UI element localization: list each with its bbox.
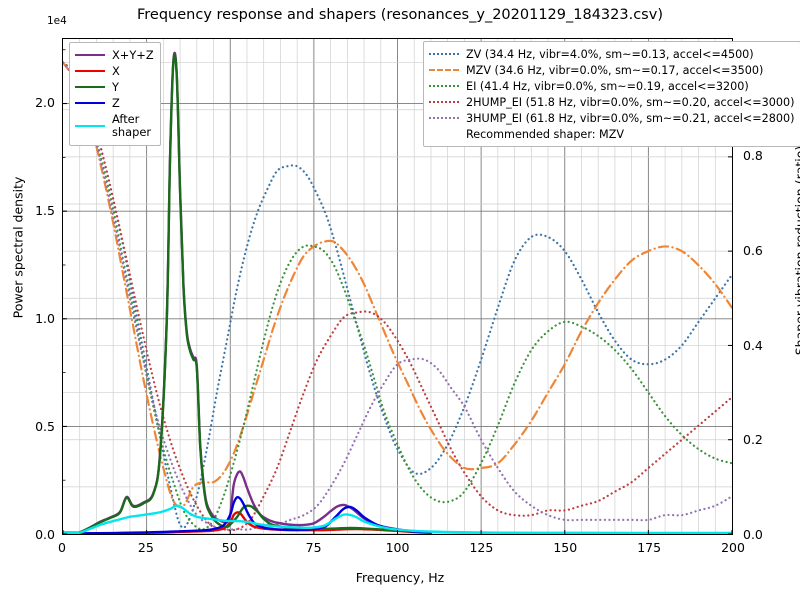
legend-item-z: Z xyxy=(75,95,154,111)
y-tick-label-right: 0.0 xyxy=(743,527,763,542)
legend-swatch-icon xyxy=(429,80,459,92)
legend-label: MZV (34.6 Hz, vibr=0.0%, sm~=0.17, accel… xyxy=(466,63,764,77)
legend-swatch-icon xyxy=(429,96,459,108)
y-tick-label-left: 1.5 xyxy=(35,202,55,218)
legend-label: 2HUMP_EI (51.8 Hz, vibr=0.0%, sm~=0.20, … xyxy=(466,95,795,109)
y-tick-label-right: 0.6 xyxy=(743,243,763,258)
shaper-curve-mzv xyxy=(63,61,732,509)
legend-label: Z xyxy=(112,95,120,110)
y-axis-offset-label: 1e4 xyxy=(47,15,67,27)
y-tick-label-left: 0.5 xyxy=(35,418,55,434)
x-tick-label: 75 xyxy=(305,540,322,555)
legend-item-3hump_ei: 3HUMP_EI (61.8 Hz, vibr=0.0%, sm~=0.21, … xyxy=(429,110,794,126)
legend-item-after: After shaper xyxy=(75,111,154,141)
shaper-curves xyxy=(63,61,732,532)
legend-swatch-icon xyxy=(429,112,459,124)
legend-item-x: X xyxy=(75,63,154,79)
y-tick-label-left: 0.0 xyxy=(35,527,55,542)
legend-label: Recommended shaper: MZV xyxy=(466,127,625,141)
legend-item-2hump_ei: 2HUMP_EI (51.8 Hz, vibr=0.0%, sm~=0.20, … xyxy=(429,94,794,110)
x-tick-label: 175 xyxy=(637,540,662,555)
legend-item-zv: ZV (34.4 Hz, vibr=4.0%, sm~=0.13, accel<… xyxy=(429,46,794,62)
legend-label: shaper xyxy=(112,125,152,139)
x-axis-label: Frequency, Hz xyxy=(355,570,445,585)
legend-swatch-icon xyxy=(75,97,105,109)
legend-item-y: Y xyxy=(75,79,154,95)
x-tick-label: 125 xyxy=(469,540,494,555)
legend-label: EI (41.4 Hz, vibr=0.0%, sm~=0.19, accel<… xyxy=(466,79,749,93)
legend-swatch-icon xyxy=(429,48,459,60)
legend-label: After xyxy=(112,112,140,126)
legend-label: X xyxy=(112,63,120,78)
shaper-curve-2hump_ei xyxy=(63,61,732,532)
y-tick-label-left: 1.0 xyxy=(35,310,55,326)
legend-swatch-icon xyxy=(75,81,105,93)
psd-curves xyxy=(63,51,732,534)
psd-curve-z xyxy=(63,495,433,534)
legend-label: Y xyxy=(112,79,119,94)
legend-label: X+Y+Z xyxy=(112,47,154,62)
shaper-curve-3hump_ei xyxy=(63,61,732,531)
plot-svg xyxy=(63,39,732,534)
legend-item-mzv: MZV (34.6 Hz, vibr=0.0%, sm~=0.17, accel… xyxy=(429,62,794,78)
grid-lines xyxy=(63,39,732,534)
shaper-legend: ZV (34.4 Hz, vibr=4.0%, sm~=0.13, accel<… xyxy=(423,41,800,147)
x-tick-label: 100 xyxy=(385,540,410,555)
chart-title: Frequency response and shapers (resonanc… xyxy=(137,7,663,23)
x-tick-label: 0 xyxy=(58,540,66,555)
psd-curve-after-shaper xyxy=(63,504,732,534)
legend-swatch-icon xyxy=(429,64,459,76)
legend-label: ZV (34.4 Hz, vibr=4.0%, sm~=0.13, accel<… xyxy=(466,47,754,61)
legend-label: 3HUMP_EI (61.8 Hz, vibr=0.0%, sm~=0.21, … xyxy=(466,111,795,125)
y-tick-label-right: 0.2 xyxy=(743,432,763,448)
y-tick-label-right: 0.8 xyxy=(743,148,763,164)
y-tick-label-right: 0.4 xyxy=(743,337,763,353)
legend-swatch-icon xyxy=(75,49,105,61)
x-tick-label: 25 xyxy=(137,540,154,555)
legend-item-ei: EI (41.4 Hz, vibr=0.0%, sm~=0.19, accel<… xyxy=(429,78,794,94)
x-tick-label: 50 xyxy=(221,540,238,555)
legend-item-x-y-z: X+Y+Z xyxy=(75,47,154,63)
y-tick-label-left: 2.0 xyxy=(35,94,55,110)
x-tick-label: 200 xyxy=(721,540,745,555)
psd-legend: X+Y+Z X Y Z After shaper xyxy=(69,42,161,146)
legend-swatch-icon xyxy=(75,120,105,132)
x-tick-label: 150 xyxy=(553,540,578,555)
legend-swatch-icon xyxy=(75,65,105,77)
recommended-shaper-note: Recommended shaper: MZV xyxy=(429,126,794,142)
